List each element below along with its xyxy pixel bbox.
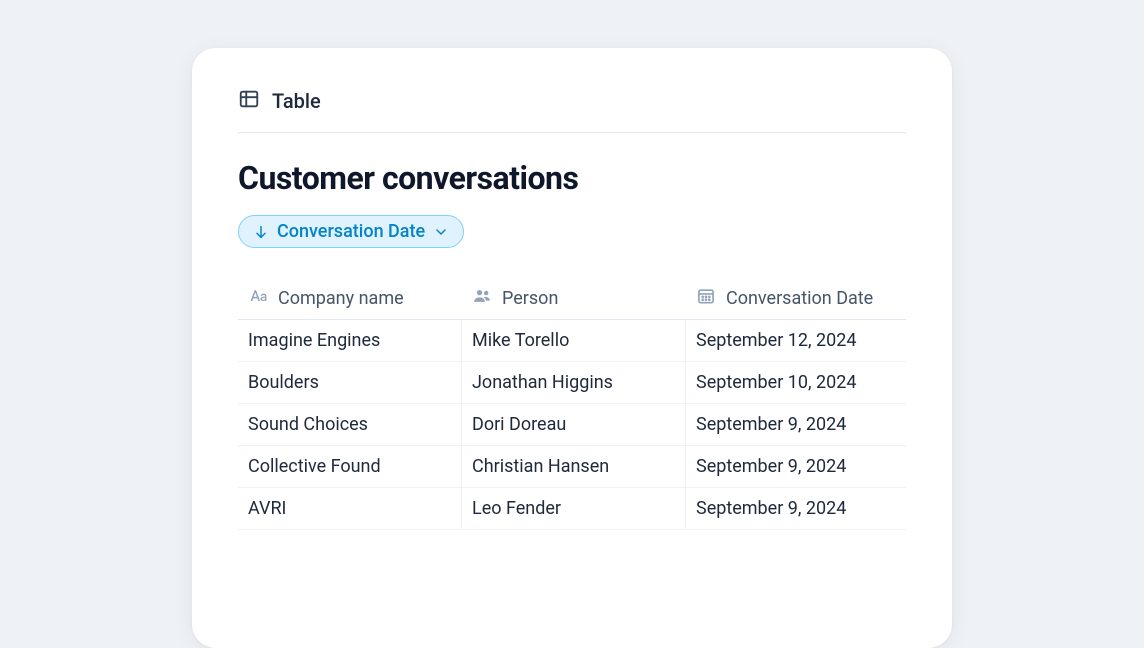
cell-company[interactable]: AVRI bbox=[238, 488, 462, 530]
cell-person[interactable]: Dori Doreau bbox=[462, 404, 686, 446]
page-title: Customer conversations bbox=[238, 159, 906, 197]
table-icon bbox=[238, 88, 260, 114]
cell-company[interactable]: Boulders bbox=[238, 362, 462, 404]
column-header-label: Person bbox=[502, 288, 558, 309]
database-card: Table Customer conversations Conversatio… bbox=[192, 48, 952, 648]
arrow-down-icon bbox=[253, 224, 269, 240]
column-header-label: Conversation Date bbox=[726, 288, 873, 309]
sort-row: Conversation Date bbox=[238, 215, 906, 248]
column-header-person[interactable]: Person bbox=[462, 278, 686, 320]
people-icon bbox=[472, 286, 492, 311]
cell-company[interactable]: Sound Choices bbox=[238, 404, 462, 446]
view-tab-table[interactable]: Table bbox=[272, 89, 321, 113]
sort-chip-conversation-date[interactable]: Conversation Date bbox=[238, 215, 464, 248]
cell-person[interactable]: Jonathan Higgins bbox=[462, 362, 686, 404]
column-header-company[interactable]: Company name bbox=[238, 278, 462, 320]
column-header-label: Company name bbox=[278, 288, 404, 309]
cell-company[interactable]: Imagine Engines bbox=[238, 320, 462, 362]
cell-company[interactable]: Collective Found bbox=[238, 446, 462, 488]
cell-person[interactable]: Christian Hansen bbox=[462, 446, 686, 488]
conversations-table: Company name Person bbox=[238, 278, 906, 530]
cell-date[interactable]: September 10, 2024 bbox=[686, 362, 906, 404]
cell-person[interactable]: Mike Torello bbox=[462, 320, 686, 362]
text-aa-icon bbox=[248, 286, 268, 311]
cell-date[interactable]: September 9, 2024 bbox=[686, 404, 906, 446]
view-tabs: Table bbox=[238, 88, 906, 133]
chevron-down-icon bbox=[433, 224, 449, 240]
cell-date[interactable]: September 9, 2024 bbox=[686, 446, 906, 488]
cell-person[interactable]: Leo Fender bbox=[462, 488, 686, 530]
cell-date[interactable]: September 12, 2024 bbox=[686, 320, 906, 362]
calendar-icon bbox=[696, 286, 716, 311]
cell-date[interactable]: September 9, 2024 bbox=[686, 488, 906, 530]
sort-chip-label: Conversation Date bbox=[277, 221, 425, 242]
column-header-date[interactable]: Conversation Date bbox=[686, 278, 906, 320]
